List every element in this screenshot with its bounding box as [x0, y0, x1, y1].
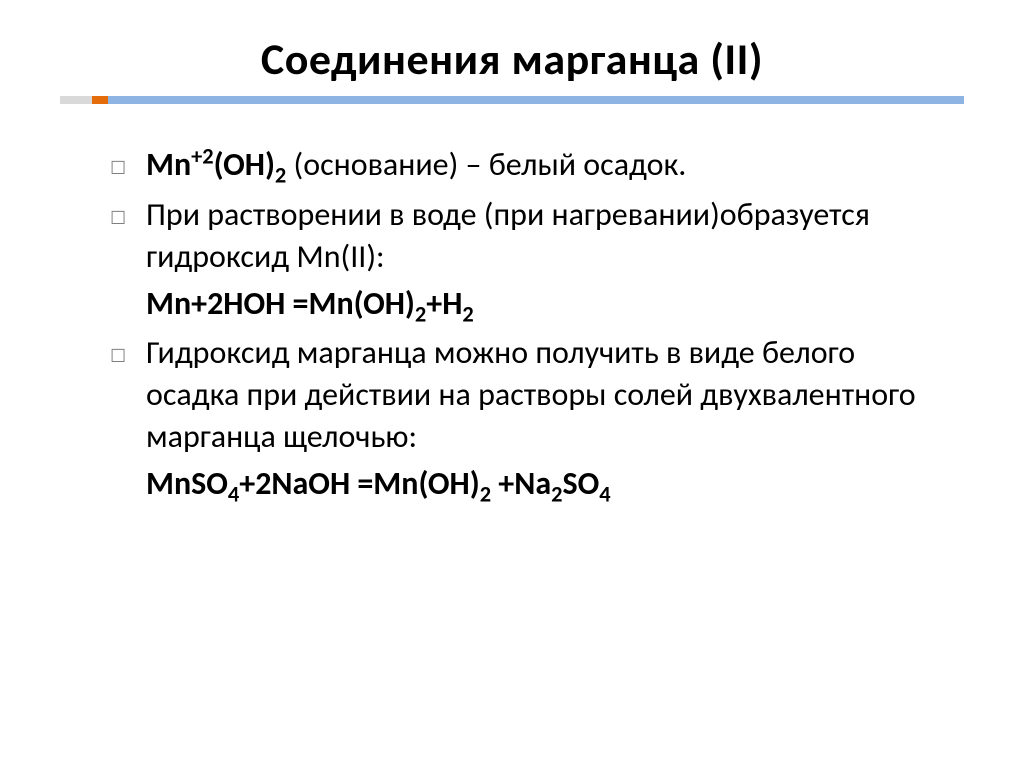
bullet-text: Гидроксид марганца можно получить в виде… [146, 332, 944, 459]
bullet-text: При растворении в воде (при нагревании)о… [146, 194, 944, 278]
list-item: ☐ Mn+2(OH)2 (основание) – белый осадок. [110, 144, 944, 190]
square-bullet-icon: ☐ [110, 332, 146, 378]
formula-text: Mn+2HOH =Mn(OH)2+H2 [110, 282, 944, 325]
formula-text: MnSO4+2NaOH =Mn(OH)2 +Na2SO4 [110, 462, 944, 505]
page-title: Соединения марганца (II) [60, 32, 964, 86]
underline-seg-1 [60, 96, 92, 104]
square-bullet-icon: ☐ [110, 144, 146, 190]
underline-seg-3 [108, 96, 964, 104]
square-bullet-icon: ☐ [110, 194, 146, 240]
bullet-text: Mn+2(OH)2 (основание) – белый осадок. [146, 144, 686, 186]
list-item: ☐ Гидроксид марганца можно получить в ви… [110, 332, 944, 459]
list-item: ☐ При растворении в воде (при нагревании… [110, 194, 944, 278]
content-area: ☐ Mn+2(OH)2 (основание) – белый осадок. … [60, 144, 964, 506]
title-underline [60, 96, 964, 104]
underline-seg-2 [92, 96, 108, 104]
